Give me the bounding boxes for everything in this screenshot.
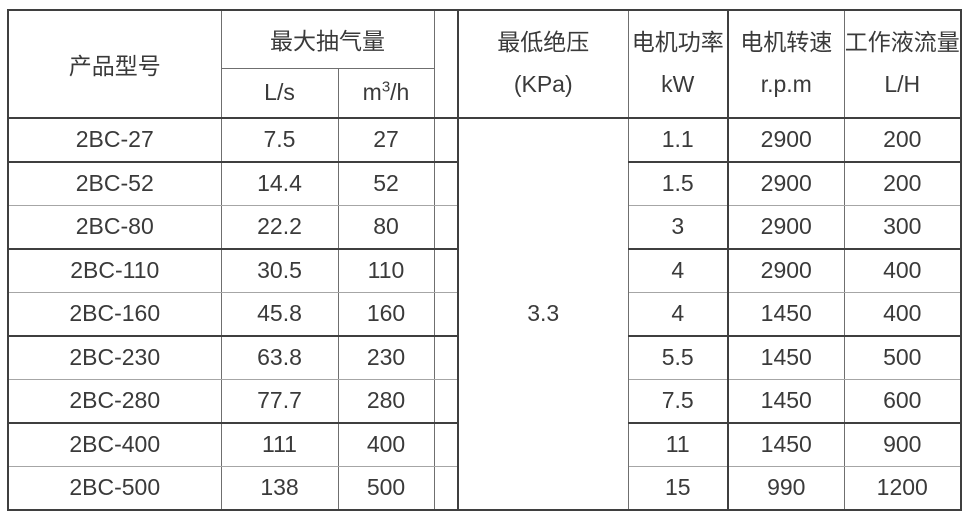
- cell-m3h: 52: [337, 161, 435, 206]
- cell-ls: 22.2: [220, 204, 339, 250]
- cell-model: 2BC-110: [7, 248, 222, 293]
- spacer-cell: [433, 161, 459, 206]
- table-row: 2BC-52 14.4 52 1.5 2900 200: [7, 161, 962, 206]
- cell-rpm: 2900: [727, 161, 845, 206]
- cell-lh: 200: [843, 117, 962, 163]
- cell-ls: 30.5: [220, 248, 339, 293]
- header-motor-power-line2: kW: [661, 71, 695, 97]
- spacer-cell: [433, 378, 459, 424]
- cell-m3h: 110: [337, 248, 435, 293]
- table-row: 2BC-80 22.2 80 3 2900 300: [7, 204, 962, 250]
- cell-kw: 11: [627, 422, 729, 467]
- cell-model: 2BC-280: [7, 378, 222, 424]
- cell-lh: 600: [843, 378, 962, 424]
- cell-kw: 4: [627, 248, 729, 293]
- table-row: 2BC-280 77.7 280 7.5 1450 600: [7, 378, 962, 424]
- spacer-cell: [433, 335, 459, 380]
- spacer-cell: [433, 465, 459, 511]
- cell-kw: 3: [627, 204, 729, 250]
- cell-model: 2BC-230: [7, 335, 222, 380]
- table-header: 产品型号 最大抽气量 最低绝压 (KPa) 电机功率 kW 电机转速 r.p.m…: [7, 9, 962, 119]
- spacer-cell: [433, 291, 459, 337]
- cell-m3h: 80: [337, 204, 435, 250]
- header-product-model: 产品型号: [7, 9, 222, 119]
- pump-spec-table: 产品型号 最大抽气量 最低绝压 (KPa) 电机功率 kW 电机转速 r.p.m…: [7, 9, 962, 511]
- spacer-cell: [433, 422, 459, 467]
- header-row-2: L/s m3/h: [8, 67, 961, 119]
- cell-ls: 111: [220, 422, 339, 467]
- cell-rpm: 1450: [727, 378, 845, 424]
- table-body: 2BC-27 7.5 27 3.3 1.1 2900 200 2BC-52 14…: [7, 117, 962, 511]
- header-fluid-flow-line2: L/H: [884, 71, 921, 97]
- cell-model: 2BC-80: [7, 204, 222, 250]
- cell-ls: 77.7: [220, 378, 339, 424]
- header-motor-speed: 电机转速 r.p.m: [727, 9, 845, 119]
- m3h-base: m: [362, 79, 382, 106]
- m3h-rest: /h: [390, 79, 410, 106]
- cell-rpm: 1450: [727, 291, 845, 337]
- cell-rpm: 2900: [727, 248, 845, 293]
- header-motor-power-line1: 电机功率: [631, 29, 724, 56]
- cell-kw: 7.5: [627, 378, 729, 424]
- cell-m3h: 27: [337, 117, 435, 163]
- header-motor-power: 电机功率 kW: [627, 9, 729, 119]
- m3h-superscript: 3: [381, 78, 391, 96]
- cell-rpm: 1450: [727, 335, 845, 380]
- table-row: 2BC-27 7.5 27 3.3 1.1 2900 200: [7, 117, 962, 511]
- cell-m3h: 400: [337, 422, 435, 467]
- header-min-pressure-line1: 最低绝压: [497, 29, 590, 56]
- cell-kw: 5.5: [627, 335, 729, 380]
- header-unit-m3h: m3/h: [337, 67, 435, 119]
- table-row: 2BC-400 111 400 11 1450 900: [7, 422, 962, 467]
- header-motor-speed-line1: 电机转速: [740, 29, 833, 56]
- cell-model: 2BC-500: [7, 465, 222, 511]
- cell-min-pressure-merged: 3.3: [457, 117, 629, 511]
- cell-lh: 400: [843, 291, 962, 337]
- cell-ls: 138: [220, 465, 339, 511]
- cell-kw: 1.5: [627, 161, 729, 206]
- cell-rpm: 990: [727, 465, 845, 511]
- cell-model: 2BC-160: [7, 291, 222, 337]
- cell-model: 2BC-400: [7, 422, 222, 467]
- cell-ls: 14.4: [220, 161, 339, 206]
- cell-model: 2BC-52: [7, 161, 222, 206]
- cell-kw: 1.1: [627, 117, 729, 163]
- header-row-1: 产品型号 最大抽气量 最低绝压 (KPa) 电机功率 kW 电机转速 r.p.m…: [7, 9, 962, 119]
- table-row: 2BC-160 45.8 160 4 1450 400: [7, 291, 962, 337]
- cell-rpm: 1450: [727, 422, 845, 467]
- cell-m3h: 160: [337, 291, 435, 337]
- cell-lh: 400: [843, 248, 962, 293]
- cell-kw: 15: [627, 465, 729, 511]
- cell-lh: 1200: [843, 465, 962, 511]
- cell-m3h: 230: [337, 335, 435, 380]
- header-min-pressure-line2: (KPa): [513, 71, 573, 97]
- header-spacer-cell: [433, 9, 459, 119]
- header-unit-ls: L/s: [220, 67, 339, 119]
- spacer-cell: [433, 204, 459, 250]
- cell-ls: 63.8: [220, 335, 339, 380]
- cell-lh: 900: [843, 422, 962, 467]
- cell-rpm: 2900: [727, 204, 845, 250]
- cell-m3h: 500: [337, 465, 435, 511]
- header-motor-speed-line2: r.p.m: [760, 71, 812, 97]
- table-row: 2BC-230 63.8 230 5.5 1450 500: [7, 335, 962, 380]
- cell-ls: 7.5: [220, 117, 339, 163]
- cell-lh: 200: [843, 161, 962, 206]
- table-row: 2BC-500 138 500 15 990 1200: [7, 465, 962, 511]
- header-fluid-flow-line1: 工作液流量: [844, 29, 960, 56]
- header-min-pressure: 最低绝压 (KPa): [457, 9, 629, 119]
- cell-model: 2BC-27: [7, 117, 222, 163]
- header-fluid-flow: 工作液流量 L/H: [843, 9, 962, 119]
- header-max-capacity: 最大抽气量: [220, 9, 435, 69]
- spacer-cell: [433, 248, 459, 293]
- cell-lh: 300: [843, 204, 962, 250]
- cell-rpm: 2900: [727, 117, 845, 163]
- cell-lh: 500: [843, 335, 962, 380]
- cell-kw: 4: [627, 291, 729, 337]
- spacer-cell: [433, 117, 459, 163]
- cell-m3h: 280: [337, 378, 435, 424]
- cell-ls: 45.8: [220, 291, 339, 337]
